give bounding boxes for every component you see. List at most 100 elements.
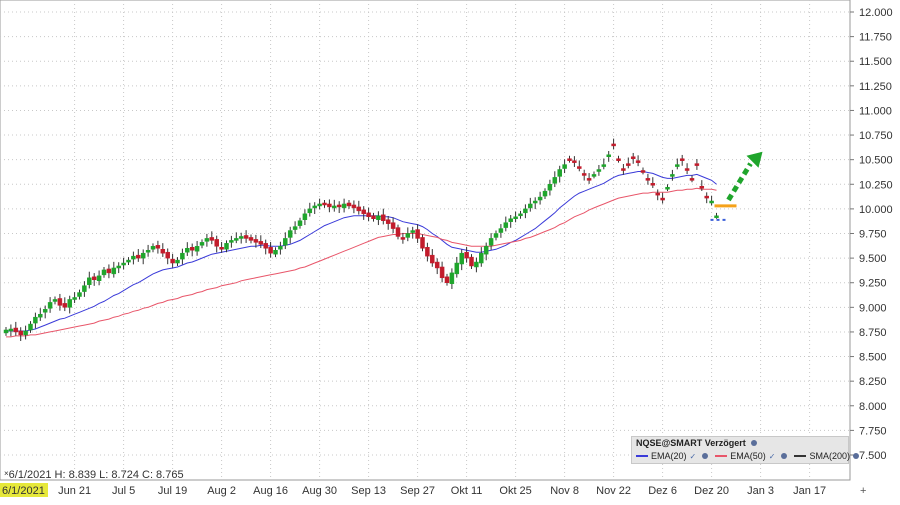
legend-row: EMA(20) ✓ EMA(50) ✓ SMA(200) (636, 451, 863, 461)
y-tick-label: 8.750 (859, 327, 887, 339)
candle-body (361, 209, 366, 215)
candle-body (381, 214, 386, 221)
y-tick-label: 8.500 (859, 352, 887, 364)
candle-body (297, 220, 303, 226)
candle-body (91, 276, 97, 281)
candle-body (650, 183, 656, 186)
projection-arrow-head (746, 151, 763, 168)
legend-settings-icon[interactable] (781, 453, 788, 459)
candle-body (140, 252, 146, 259)
x-tick-label: Nov 22 (596, 485, 631, 497)
x-tick-label: Aug 30 (302, 485, 337, 497)
candle-body (145, 249, 151, 253)
candle-body (640, 170, 646, 173)
candle-body (630, 156, 636, 159)
candle-body (258, 241, 264, 245)
check-icon[interactable]: ✓ (768, 451, 776, 461)
candle-body (567, 158, 572, 161)
candle-body (410, 230, 415, 233)
candle-body (577, 166, 582, 169)
corner-plus-icon[interactable]: + (860, 485, 866, 497)
x-tick-label: 6/1/2021 (2, 485, 45, 497)
legend-settings-icon[interactable] (702, 453, 709, 459)
candle-body (131, 255, 136, 260)
candle-body (635, 160, 641, 163)
check-icon[interactable]: ✓ (689, 451, 697, 461)
x-tick-label: Okt 25 (499, 485, 531, 497)
candle-body (243, 235, 249, 239)
candle-body (371, 215, 376, 219)
x-tick-label: Okt 11 (451, 485, 483, 497)
candle-body (327, 203, 332, 208)
legend-settings-icon[interactable] (852, 453, 859, 459)
y-tick-label: 8.000 (859, 401, 887, 413)
candle-body (87, 277, 92, 285)
candle-body (253, 239, 259, 243)
candle-body (150, 246, 156, 250)
legend-settings-icon[interactable] (751, 440, 758, 446)
candle-body (278, 246, 283, 250)
candle-body (62, 303, 68, 308)
candle-body (498, 228, 504, 233)
candle-body (542, 190, 548, 197)
x-tick-label: Sep 27 (400, 485, 435, 497)
candle-body (136, 254, 141, 259)
candle-body (170, 258, 175, 264)
candle-body (390, 222, 396, 229)
candle-body (336, 204, 342, 208)
candle-body (395, 227, 401, 237)
legend-swatch-sma200 (794, 455, 807, 457)
candle-body (552, 177, 558, 184)
candle-body (317, 203, 322, 207)
candle-body (557, 169, 562, 177)
candle-body (346, 202, 352, 207)
candle-body (322, 202, 327, 206)
candle-body (3, 329, 9, 334)
candle-body (444, 276, 450, 283)
candle-body (616, 158, 621, 161)
y-tick-label: 11.000 (859, 105, 892, 117)
candle-body (699, 185, 705, 189)
y-tick-label: 7.750 (859, 425, 887, 437)
x-tick-label: Jul 19 (158, 485, 187, 497)
ohlc-readout-text: 6/1/2021 H: 8.839 L: 8.724 C: 8.765 (8, 469, 184, 481)
candle-body (420, 237, 425, 249)
candle-body (180, 252, 185, 260)
candle-body (439, 266, 445, 279)
legend-title: NQSE@SMART Verzögert (636, 438, 761, 448)
candle-body (283, 238, 288, 246)
candle-body (38, 313, 43, 318)
candle-body (626, 163, 631, 166)
x-tick-label: Dez 20 (694, 485, 729, 497)
candle-body (52, 299, 58, 302)
candle-body (214, 239, 219, 247)
candle-body (57, 298, 63, 306)
candle-body (23, 330, 28, 336)
candle-body (689, 178, 695, 181)
candle-body (224, 243, 229, 250)
ohlc-readout: ×6/1/2021 H: 8.839 L: 8.724 C: 8.765 (4, 469, 184, 481)
candle-body (469, 256, 474, 267)
legend-label-ema20: EMA(20) (651, 451, 687, 461)
crosshair-mark: × (4, 469, 9, 478)
candle-body (248, 237, 254, 241)
candle-body (366, 212, 371, 218)
y-tick-label: 10.000 (859, 204, 893, 216)
y-tick-label: 8.250 (859, 376, 887, 388)
x-tick-label: Sep 13 (351, 485, 386, 497)
candle-body (532, 200, 538, 204)
candle-body (694, 163, 700, 166)
candle-body (581, 173, 587, 176)
candle-body (204, 238, 210, 242)
chart-legend[interactable]: NQSE@SMART Verzögert EMA(20) ✓ EMA(50) ✓… (631, 436, 859, 464)
candle-body (601, 164, 607, 167)
candle-body (483, 246, 489, 255)
candle-body (425, 247, 430, 257)
x-tick-label: Jul 5 (112, 485, 135, 497)
y-tick-label: 7.500 (859, 450, 887, 462)
candle-body (670, 174, 675, 177)
candle-body (606, 154, 611, 157)
candle-body (503, 222, 509, 228)
